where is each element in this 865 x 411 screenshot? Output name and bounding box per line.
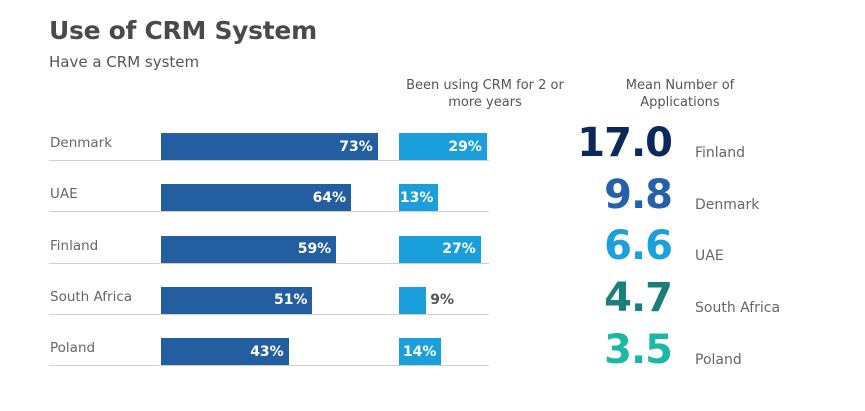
ranking-country: South Africa — [695, 300, 781, 317]
chart-subtitle: Have a CRM system — [49, 53, 200, 71]
chart-title: Use of CRM System — [49, 16, 317, 45]
row-divider — [49, 262, 489, 264]
row-divider — [49, 365, 489, 367]
ranking-country: UAE — [695, 248, 724, 265]
mean-value: 3.5 — [604, 326, 673, 373]
category-label: Denmark — [50, 135, 113, 151]
bar-have-crm: 73% — [161, 133, 378, 160]
row-divider — [49, 160, 489, 161]
bar-have-crm: 59% — [161, 235, 337, 263]
bar-have-crm: 43% — [161, 338, 289, 366]
column-header-mean-apps: Mean Number of Applications — [625, 78, 735, 110]
bar-two-years: 29% — [399, 133, 487, 160]
ranking-country: Finland — [695, 145, 746, 161]
mean-value: 9.8 — [604, 171, 673, 218]
mean-value: 4.7 — [604, 275, 673, 322]
row-divider — [49, 313, 489, 315]
column-header-2-years: Been using CRM for 2 or more years — [406, 78, 564, 110]
ranking-country: Poland — [695, 351, 742, 368]
bar-two-years — [399, 286, 427, 314]
category-label: Poland — [50, 340, 96, 357]
row-divider — [49, 211, 489, 213]
bar-two-years: 27% — [399, 235, 481, 263]
mean-value: 17.0 — [577, 120, 673, 166]
category-label: Finland — [50, 237, 99, 254]
bar-have-crm: 64% — [161, 184, 352, 212]
mean-value: 6.6 — [604, 223, 673, 270]
bar-value-label: 9% — [430, 291, 455, 308]
category-label: South Africa — [50, 288, 133, 305]
ranking-country: Denmark — [695, 196, 760, 213]
category-label: UAE — [50, 186, 78, 203]
bar-have-crm: 51% — [161, 286, 313, 314]
bar-two-years: 14% — [399, 338, 442, 366]
bar-two-years: 13% — [399, 184, 439, 212]
